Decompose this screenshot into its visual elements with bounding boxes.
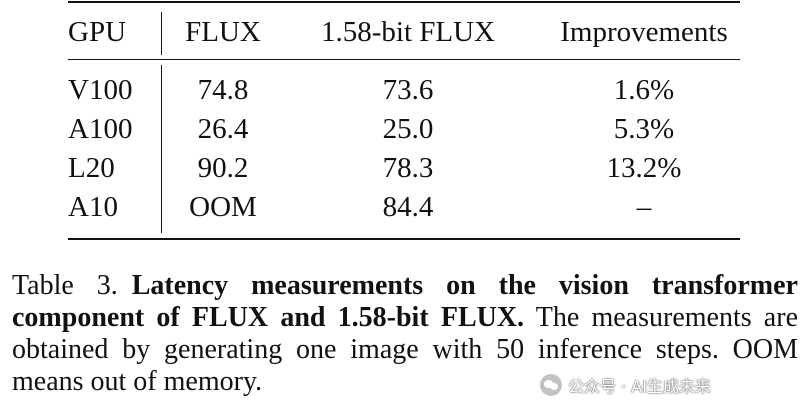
table-cell-improvement: 1.6%	[613, 74, 675, 106]
column-header-improvements: Improvements	[560, 16, 728, 48]
table-cell-flux: 90.2	[197, 152, 249, 184]
table-cell-158bit-flux: 25.0	[382, 113, 434, 145]
wechat-icon	[540, 374, 562, 396]
table-cell-158bit-flux: 78.3	[382, 152, 434, 184]
column-header-158bit-flux: 1.58-bit FLUX	[321, 16, 495, 48]
watermark: 公众号 · AI生成未来	[540, 371, 711, 399]
table-cell-158bit-flux: 84.4	[382, 191, 434, 223]
caption-text: The measurements are obtained by generat…	[12, 302, 798, 397]
caption-bold-title: Latency measurements on the vision trans…	[12, 270, 798, 333]
table-column-divider	[161, 12, 162, 55]
table-header-rule	[68, 59, 740, 60]
table-cell-158bit-flux: 73.6	[382, 74, 434, 106]
watermark-text: 公众号 · AI生成未来	[568, 377, 711, 396]
table-caption: Table 3. Latency measurements on the visi…	[12, 270, 798, 398]
table-cell-flux: 74.8	[197, 74, 249, 106]
table-cell-gpu: A10	[68, 191, 118, 223]
table-top-rule	[68, 1, 740, 3]
table-cell-improvement: –	[636, 191, 652, 223]
table-column-divider	[161, 65, 162, 233]
table-bottom-rule	[68, 238, 740, 240]
caption-label: Table 3.	[12, 270, 118, 301]
column-header-gpu: GPU	[68, 16, 127, 48]
table-cell-gpu: V100	[68, 74, 133, 106]
table-cell-gpu: A100	[68, 113, 133, 145]
column-header-flux: FLUX	[185, 16, 261, 48]
table-cell-gpu: L20	[68, 152, 115, 184]
table-cell-flux: OOM	[189, 191, 257, 223]
table-cell-improvement: 13.2%	[606, 152, 682, 184]
table-cell-improvement: 5.3%	[613, 113, 675, 145]
table-cell-flux: 26.4	[197, 113, 249, 145]
